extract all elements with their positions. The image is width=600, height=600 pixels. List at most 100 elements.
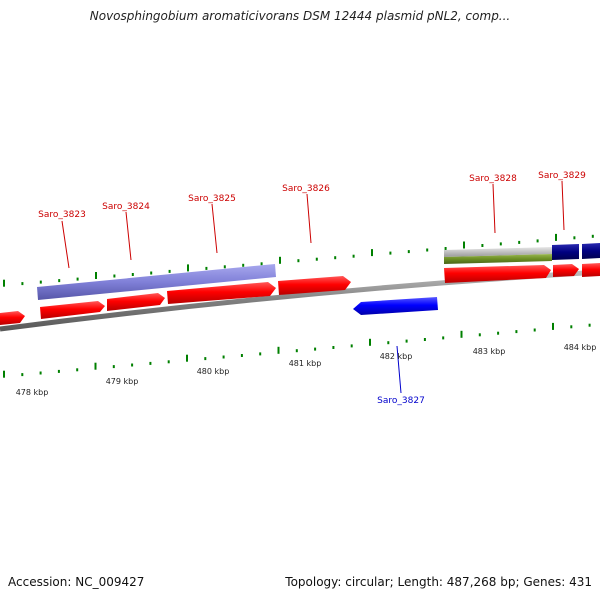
outer-tick [187,264,189,272]
scale-tick [588,323,591,327]
gene-arrow-left-edge[interactable] [0,311,25,325]
outer-tick [407,250,410,254]
outer-tick [315,257,318,261]
gene-label-saro-3826[interactable]: Saro_3826 [282,184,330,194]
scale-tick [204,357,207,361]
navy-feature-bar[interactable] [552,244,579,260]
outer-tick [555,233,557,241]
outer-tick [481,244,484,247]
scale-tick [497,331,500,335]
scale-tick [387,341,390,345]
map-title: Novosphingobium aromaticivorans DSM 1244… [89,9,511,23]
purple-feature-bar[interactable] [37,264,276,300]
scale-tick [533,328,536,332]
outer-tick [297,259,300,263]
outer-tick [58,279,61,283]
gene-label-saro-3829[interactable]: Saro_3829 [538,171,586,181]
gene-arrow-saro-3826[interactable] [278,276,351,295]
scale-label-481: 481 kbp [289,359,322,368]
gene-arrow-saro-3827[interactable] [353,297,438,315]
scale-tick [39,371,42,375]
scale-label-483: 483 kbp [473,347,506,356]
scale-label-478: 478 kbp [16,388,49,397]
outer-tick [113,274,116,278]
gene-arrow-saro-3824[interactable] [107,293,165,311]
gene-arrow-right-edge[interactable] [582,263,600,277]
scale-label-482: 482 kbp [380,352,413,361]
leader-saro-3827 [396,345,402,394]
scale-tick [570,325,573,329]
leader-saro-3824 [125,211,132,261]
outer-tick [76,277,79,281]
scale-tick [295,349,298,353]
outer-tick [131,273,134,276]
gene-arrow-saro-3823[interactable] [40,301,105,319]
scale-label-484: 484 kbp [564,343,597,352]
outer-tick [518,240,521,244]
scale-tick [167,360,170,364]
outer-tick [3,279,5,287]
outer-tick [463,241,465,249]
leader-saro-3823 [61,220,70,269]
gene-arrow-saro-3825[interactable] [167,282,276,304]
outer-tick [371,249,373,257]
leader-saro-3825 [211,203,218,254]
scale-tick [478,333,481,337]
outer-tick [352,254,355,258]
gene-arrow-saro-3828[interactable] [444,265,551,283]
leader-saro-3829 [561,180,565,231]
outer-tick [95,272,97,279]
scale-label-480: 480 kbp [197,367,230,376]
scale-tick [552,322,554,330]
navy-feature-bar-2[interactable] [582,243,600,259]
scale-tick [149,361,152,365]
outer-tick [573,236,576,240]
scale-tick [442,336,445,340]
outer-tick [426,248,429,252]
outer-tick [223,265,226,269]
scale-tick [259,352,262,356]
scale-tick [3,370,5,378]
outer-tick [591,234,594,238]
scale-tick [94,362,97,370]
scale-tick [57,369,60,373]
gene-label-saro-3828[interactable]: Saro_3828 [469,174,517,184]
outer-tick [242,263,245,267]
summary-text: Topology: circular; Length: 487,268 bp; … [285,575,592,589]
leader-saro-3828 [492,183,496,234]
scale-tick [369,338,371,346]
outer-tick [260,262,263,266]
outer-tick [444,247,447,250]
outer-tick [39,280,42,284]
gene-label-saro-3827[interactable]: Saro_3827 [377,396,425,406]
leader-saro-3826 [306,193,312,244]
scale-tick [515,330,518,334]
grey-feature-bar[interactable] [444,247,552,257]
scale-tick [460,330,463,338]
outer-tick [279,256,281,264]
accession-text: Accession: NC_009427 [8,575,145,589]
scale-tick [240,354,243,357]
outer-tick [205,266,208,270]
outer-tick [389,251,392,255]
outer-tick [536,239,539,243]
scale-tick [186,354,188,362]
outer-tick [499,242,502,246]
gene-label-saro-3825[interactable]: Saro_3825 [188,194,236,204]
scale-tick-row [3,322,591,378]
outer-tick [21,282,24,286]
scale-tick [76,368,79,372]
scale-tick [277,346,280,354]
green-feature-bar[interactable] [444,254,552,264]
scale-tick [350,344,353,348]
gene-arrow-saro-3829[interactable] [553,264,579,277]
gene-label-saro-3824[interactable]: Saro_3824 [102,202,150,212]
scale-tick [21,373,24,377]
scale-tick [222,355,225,359]
outer-tick-row [3,233,594,287]
scale-label-479: 479 kbp [106,377,139,386]
gene-label-saro-3823[interactable]: Saro_3823 [38,210,86,220]
scale-tick [423,338,426,341]
scale-tick [332,346,335,349]
